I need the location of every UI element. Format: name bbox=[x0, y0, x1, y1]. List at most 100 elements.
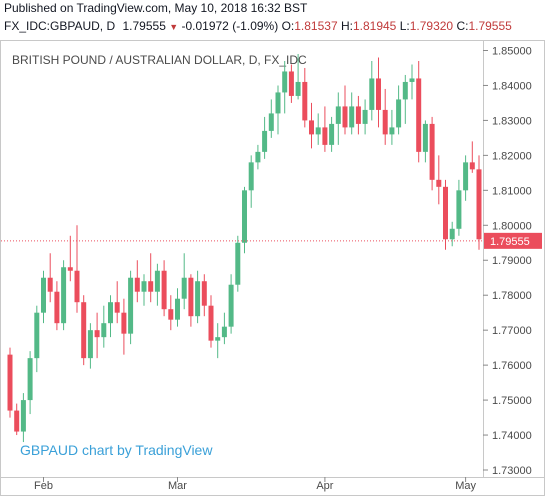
candle-body bbox=[181, 277, 187, 299]
high-label: H: bbox=[340, 19, 353, 33]
candle-down bbox=[342, 85, 348, 135]
symbol-ohlc-bar: FX_IDC:GBPAUD, D 1.79555 ▼ -0.01972 (-1.… bbox=[4, 19, 512, 33]
candle-down bbox=[309, 102, 314, 149]
candle-body bbox=[329, 123, 335, 145]
candle-body bbox=[295, 81, 301, 96]
candle-down bbox=[168, 295, 174, 331]
candle-body bbox=[208, 305, 214, 341]
open-value: 1.81537 bbox=[294, 19, 338, 33]
candles-group bbox=[7, 53, 482, 443]
candle-down bbox=[322, 106, 328, 152]
candle-body bbox=[342, 106, 348, 128]
price-tick-label: 1.83000 bbox=[492, 115, 532, 127]
candle-down bbox=[469, 141, 475, 173]
candle-body bbox=[463, 162, 469, 191]
candle-down bbox=[114, 281, 120, 324]
candlestick-chart[interactable]: BRITISH POUND / AUSTRALIAN DOLLAR, D, FX… bbox=[0, 40, 545, 496]
candle-body bbox=[168, 309, 174, 320]
candle-body bbox=[456, 190, 462, 229]
price-change: -0.01972 (-1.09%) bbox=[181, 19, 279, 33]
candle-up bbox=[369, 60, 375, 121]
candle-body bbox=[416, 78, 422, 152]
candle-body bbox=[396, 99, 402, 128]
candle-body bbox=[7, 354, 13, 411]
candle-down bbox=[436, 155, 442, 205]
candle-down bbox=[148, 253, 154, 303]
candle-down bbox=[443, 179, 448, 250]
candle-body bbox=[242, 190, 247, 243]
price-tick-label: 1.82000 bbox=[492, 150, 532, 162]
price-tick-label: 1.78000 bbox=[492, 290, 532, 302]
candle-down bbox=[67, 235, 73, 282]
candle-down bbox=[134, 260, 140, 303]
candle-up bbox=[248, 155, 254, 208]
price-tick-label: 1.74000 bbox=[492, 430, 532, 442]
candle-up bbox=[181, 253, 187, 310]
time-tick-label: May bbox=[455, 480, 476, 492]
candle-up bbox=[34, 305, 40, 373]
candle-body bbox=[228, 284, 234, 327]
last-price-tag-label: 1.79555 bbox=[490, 236, 530, 248]
candle-up bbox=[27, 351, 33, 415]
time-axis[interactable]: Feb Mar Apr May bbox=[34, 477, 476, 492]
price-tick-label: 1.80000 bbox=[492, 220, 532, 232]
candle-up bbox=[87, 323, 93, 369]
candle-down bbox=[476, 155, 482, 250]
candle-up bbox=[422, 120, 428, 163]
candle-body bbox=[54, 291, 60, 324]
candle-up bbox=[463, 155, 469, 201]
candle-body bbox=[114, 302, 120, 313]
candle-up bbox=[128, 270, 134, 345]
candle-body bbox=[74, 270, 80, 303]
candle-up bbox=[195, 270, 201, 324]
candle-up bbox=[154, 263, 160, 306]
candle-body bbox=[195, 281, 201, 317]
candle-body bbox=[362, 109, 368, 124]
candle-up bbox=[255, 144, 261, 170]
price-tick-label: 1.76000 bbox=[492, 360, 532, 372]
price-axis[interactable]: 1.85000 1.84000 1.83000 1.82000 1.81000 1.800… bbox=[483, 45, 532, 477]
published-caption: Published on TradingView.com, May 10, 20… bbox=[4, 1, 308, 15]
chart-border bbox=[0, 40, 545, 496]
candle-body bbox=[47, 277, 53, 292]
candle-body bbox=[94, 330, 100, 338]
candle-body bbox=[161, 270, 167, 310]
watermark-link[interactable]: GBPAUD chart by TradingView bbox=[20, 442, 213, 458]
candle-body bbox=[221, 326, 227, 338]
price-tick-label: 1.75000 bbox=[492, 395, 532, 407]
last-price-marker: 1.79555 bbox=[1, 232, 542, 249]
candle-body bbox=[436, 179, 442, 187]
candle-body bbox=[128, 277, 134, 334]
candle-body bbox=[121, 312, 127, 334]
candle-up bbox=[329, 116, 335, 152]
candle-body bbox=[429, 123, 435, 180]
candle-body bbox=[335, 106, 341, 124]
candle-down bbox=[208, 295, 214, 348]
candle-body bbox=[268, 113, 274, 131]
candle-body bbox=[369, 78, 375, 110]
candle-body bbox=[175, 298, 180, 320]
time-tick-label: Apr bbox=[316, 480, 333, 492]
candle-body bbox=[382, 109, 388, 135]
candle-up bbox=[262, 116, 268, 159]
chart-frame[interactable]: BRITISH POUND / AUSTRALIAN DOLLAR, D, FX… bbox=[0, 40, 545, 496]
down-arrow-icon: ▼ bbox=[169, 22, 179, 32]
price-tick-label: 1.73000 bbox=[492, 465, 532, 477]
candle-body bbox=[61, 267, 67, 324]
candle-up bbox=[335, 92, 341, 145]
candle-down bbox=[416, 60, 422, 163]
candle-up bbox=[20, 393, 26, 443]
candle-up bbox=[389, 109, 395, 145]
candle-up bbox=[268, 99, 274, 138]
candle-up bbox=[362, 99, 368, 135]
candle-up bbox=[295, 53, 301, 100]
candle-down bbox=[382, 88, 388, 145]
candle-body bbox=[248, 162, 254, 191]
candle-down bbox=[7, 347, 13, 418]
candle-body bbox=[275, 92, 281, 114]
time-tick-label: Mar bbox=[168, 480, 187, 492]
candle-body bbox=[282, 71, 288, 93]
candle-body bbox=[376, 78, 381, 110]
candle-body bbox=[235, 242, 241, 285]
low-label: L: bbox=[399, 19, 410, 33]
